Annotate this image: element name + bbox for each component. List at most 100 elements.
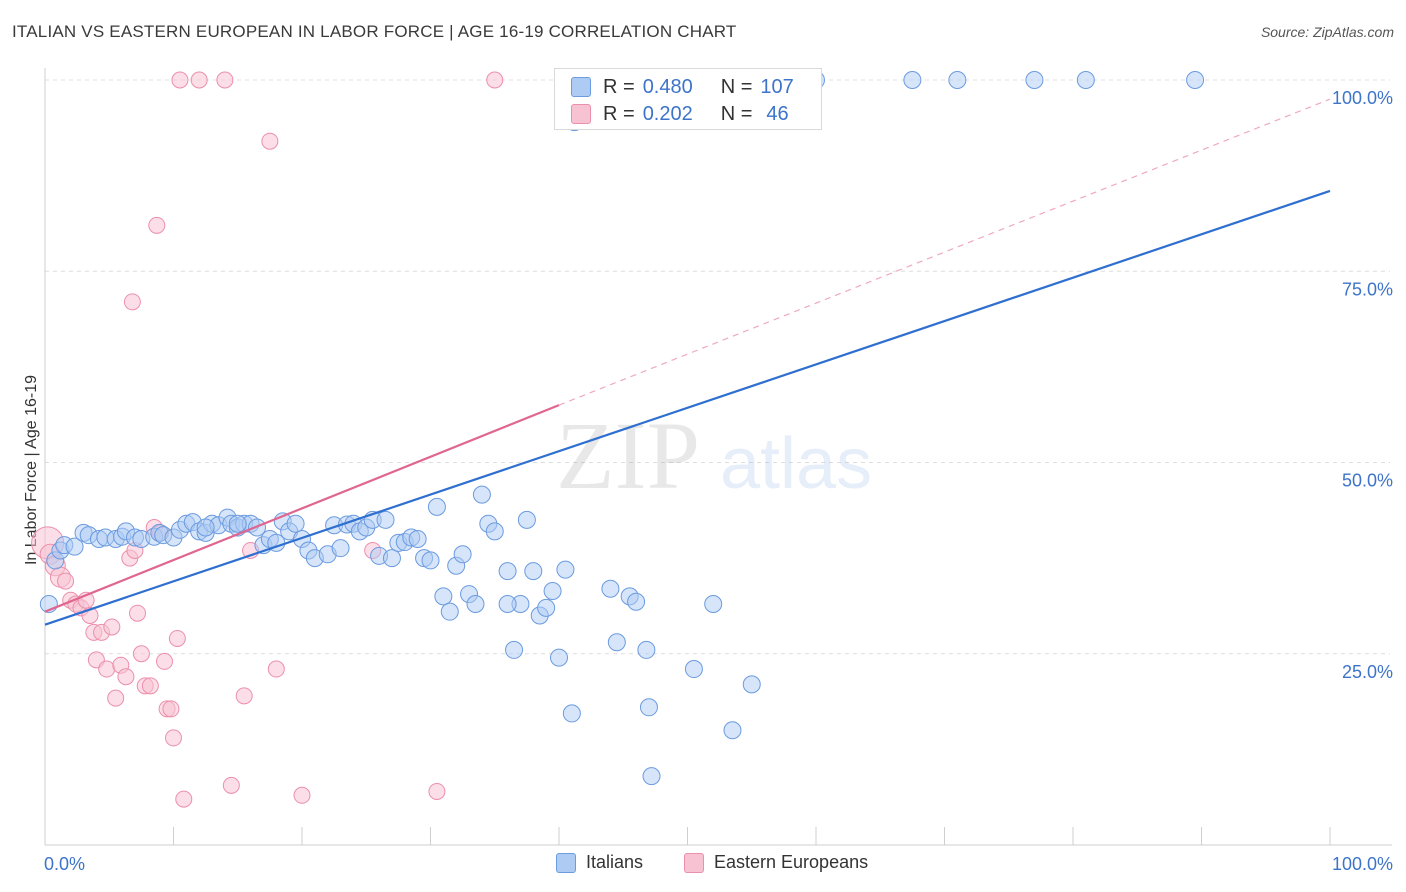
- eastern-point: [235, 687, 253, 705]
- italian-point: [639, 698, 658, 717]
- eastern-point: [267, 660, 285, 678]
- eastern-point: [171, 71, 189, 89]
- eastern-point: [141, 677, 159, 695]
- eastern-trend-dashed: [558, 98, 1331, 406]
- eastern-point: [117, 668, 135, 686]
- italian-point: [331, 539, 350, 558]
- trend-lines: [44, 98, 1331, 626]
- eastern-r-value: 0.202: [642, 102, 693, 125]
- italian-point: [1076, 71, 1095, 89]
- italians-swatch: [571, 77, 591, 97]
- chart-title: ITALIAN VS EASTERN EUROPEAN IN LABOR FOR…: [12, 22, 737, 41]
- tick-labels: 25.0% 50.0% 75.0% 100.0% 0.0% 100.0%: [44, 88, 1393, 874]
- italian-point: [903, 71, 922, 89]
- eastern-point: [107, 689, 125, 707]
- eastern-point: [261, 132, 279, 150]
- italian-point: [408, 530, 427, 548]
- x-tick-label-left: 0.0%: [44, 854, 85, 874]
- watermark-atlas: atlas: [720, 424, 872, 504]
- eastern-swatch: [571, 104, 591, 124]
- italian-point: [434, 587, 453, 606]
- axes: [44, 68, 1392, 846]
- eastern-point: [293, 786, 311, 804]
- italian-point: [684, 660, 703, 679]
- italian-point: [537, 598, 556, 617]
- italian-point: [382, 549, 401, 568]
- italian-point: [550, 648, 568, 667]
- eastern-n-label: N =: [720, 102, 753, 125]
- eastern-points: [31, 71, 504, 808]
- italian-point: [427, 497, 446, 516]
- italian-point: [440, 602, 459, 621]
- italian-point: [637, 640, 656, 659]
- italian-point: [286, 514, 305, 533]
- x-tick-label-right: 100.0%: [1332, 854, 1393, 874]
- eastern-point: [222, 776, 240, 794]
- grid-lines: [45, 79, 1390, 655]
- eastern-point: [129, 604, 147, 622]
- bottom-legend-italians[interactable]: Italians: [556, 852, 643, 873]
- italian-point: [543, 582, 562, 601]
- eastern-point: [57, 572, 75, 590]
- eastern-point: [123, 293, 141, 311]
- italian-point: [517, 510, 536, 529]
- eastern-r-label: R =: [603, 102, 635, 125]
- eastern-point: [168, 629, 186, 647]
- eastern-point: [165, 729, 182, 747]
- legend-row-eastern: R = 0.202 N = 46: [571, 102, 789, 126]
- eastern-point: [162, 700, 180, 718]
- italians-legend-label: Italians: [586, 852, 644, 872]
- italian-point: [472, 485, 491, 504]
- italian-point: [498, 562, 517, 581]
- italian-point: [1186, 71, 1205, 89]
- y-tick-label: 100.0%: [1332, 88, 1393, 108]
- italian-point: [498, 595, 517, 614]
- italian-point: [228, 514, 247, 533]
- eastern-point: [148, 216, 166, 234]
- italian-point: [376, 510, 395, 529]
- eastern-point: [103, 618, 121, 636]
- italian-point: [627, 592, 646, 611]
- italian-point: [562, 704, 581, 723]
- watermark: ZIP atlas: [556, 402, 872, 509]
- italians-trend-line: [44, 189, 1331, 626]
- eastern-point: [98, 660, 116, 678]
- source-label: Source: ZipAtlas.com: [1260, 24, 1394, 40]
- stats-legend: R = 0.480 N = 107 R = 0.202 N = 46: [554, 68, 822, 130]
- italian-point: [556, 560, 575, 579]
- watermark-zip: ZIP: [556, 402, 700, 509]
- italians-r-value: 0.480: [642, 75, 693, 98]
- italian-point: [505, 640, 524, 659]
- italian-point: [601, 579, 620, 598]
- italians-points: [39, 71, 1205, 786]
- eastern-point: [132, 645, 150, 663]
- eastern-legend-label: Eastern Europeans: [714, 852, 869, 872]
- italian-point: [607, 633, 626, 652]
- italian-point: [704, 595, 723, 614]
- eastern-point: [156, 652, 174, 670]
- eastern-trend-line: [44, 404, 560, 613]
- italian-point: [421, 551, 440, 570]
- italian-point: [1025, 71, 1044, 89]
- eastern-point: [486, 71, 504, 89]
- bottom-legend-eastern[interactable]: Eastern Europeans: [684, 852, 868, 873]
- italian-point: [485, 522, 504, 541]
- italian-point: [524, 562, 543, 581]
- italian-point: [642, 767, 661, 786]
- italian-point: [453, 545, 472, 564]
- italians-n-label: N =: [720, 75, 753, 98]
- y-tick-label: 50.0%: [1342, 471, 1393, 491]
- italians-r-label: R =: [603, 75, 635, 98]
- italians-n-value: 107: [760, 75, 794, 98]
- eastern-point: [428, 782, 446, 800]
- italian-point: [196, 518, 215, 537]
- italian-point: [742, 675, 761, 694]
- italians-legend-swatch: [556, 852, 576, 873]
- eastern-point: [175, 790, 193, 808]
- italian-point: [723, 721, 742, 740]
- italian-point: [948, 71, 967, 89]
- y-tick-label: 25.0%: [1342, 662, 1393, 682]
- eastern-n-value: 46: [766, 102, 789, 125]
- y-tick-label: 75.0%: [1342, 279, 1393, 299]
